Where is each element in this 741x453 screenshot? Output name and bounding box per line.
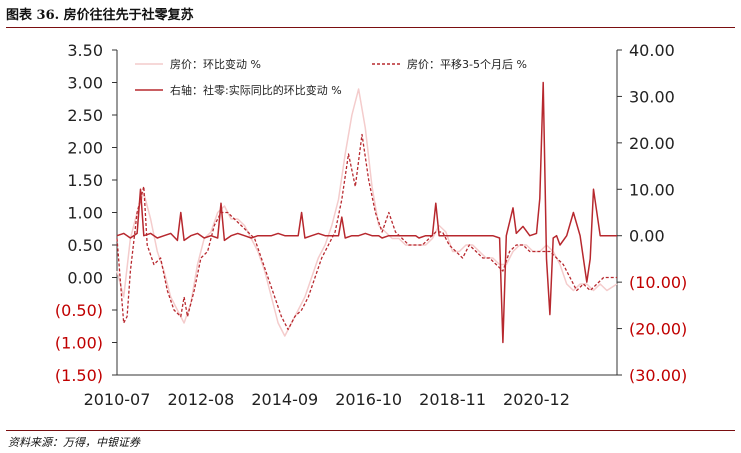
left-tick-label: 3.00 (67, 74, 103, 93)
left-tick-label: 0.50 (67, 236, 103, 255)
left-tick-label: 2.50 (67, 106, 103, 125)
series-line-1 (116, 88, 618, 337)
x-tick-label: 2010-07 (84, 390, 151, 409)
right-tick-label: 20.00 (629, 134, 675, 153)
footer-rule (6, 430, 735, 431)
source-note: 资料来源：万得，中银证券 (8, 436, 140, 449)
x-tick-label: 2014-09 (251, 390, 318, 409)
left-tick-label: 1.00 (67, 204, 103, 223)
right-tick-label: 10.00 (629, 180, 675, 199)
chart-title: 图表 36. 房价往往先于社零复苏 (6, 8, 194, 23)
x-tick-label: 2018-11 (419, 390, 486, 409)
left-tick-label: 1.50 (67, 171, 103, 190)
legend-label-1: 房价：环比变动 % (170, 57, 261, 71)
x-tick-label: 2016-10 (335, 390, 402, 409)
series-line-3 (116, 81, 617, 344)
legend-label-3: 右轴：社零:实际同比的环比变动 % (170, 83, 342, 97)
left-tick-label: (1.00) (55, 334, 103, 353)
left-tick-label: 2.00 (67, 139, 103, 158)
right-tick-label: 0.00 (629, 227, 665, 246)
left-tick-label: (0.50) (55, 301, 103, 320)
left-tick-label: 0.00 (67, 269, 103, 288)
right-tick-label: 30.00 (629, 87, 675, 106)
left-tick-label: 3.50 (67, 41, 103, 60)
right-tick-label: (20.00) (629, 320, 687, 339)
x-tick-label: 2012-08 (167, 390, 234, 409)
right-tick-label: (10.00) (629, 273, 687, 292)
right-tick-label: (30.00) (629, 366, 687, 385)
x-tick-label: 2020-12 (503, 390, 570, 409)
left-tick-label: (1.50) (55, 366, 103, 385)
title-rule (6, 27, 735, 28)
series-line-2 (116, 133, 617, 331)
legend-label-2: 房价：平移3-5个月后 % (407, 58, 527, 71)
right-tick-label: 40.00 (629, 41, 675, 60)
